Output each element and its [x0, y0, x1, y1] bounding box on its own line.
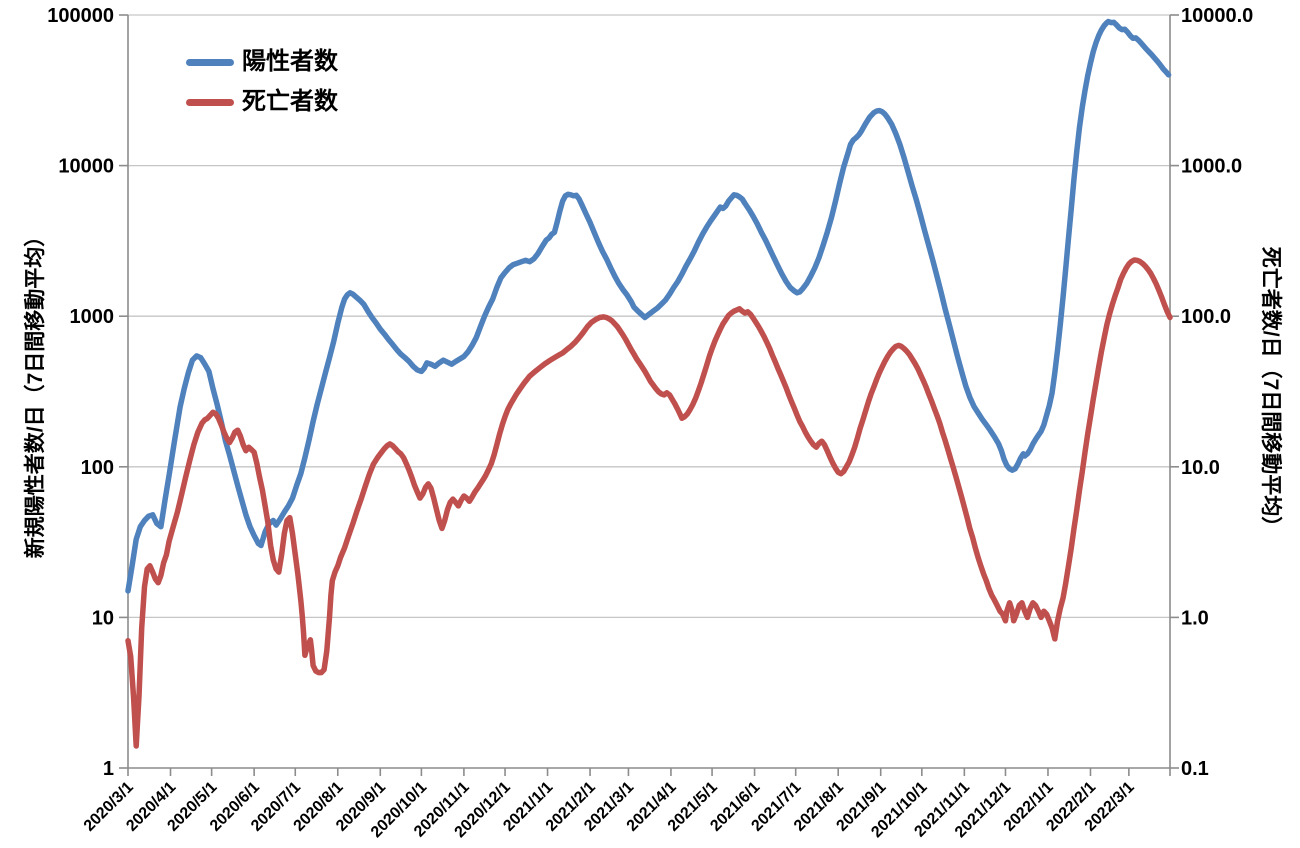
legend-label-cases: 陽性者数 [242, 48, 338, 75]
right-axis-tick-label: 1000.0 [1181, 156, 1242, 178]
left-axis-tick-label: 100 [81, 457, 114, 479]
right-axis-tick-label: 100.0 [1181, 306, 1231, 328]
left-axis-tick-label: 1000 [70, 306, 115, 328]
left-axis-tick-label: 100000 [47, 5, 114, 27]
right-axis-tick-label: 0.1 [1181, 758, 1209, 780]
left-axis-title: 新規陽性者数/日（7日間移動平均） [24, 225, 47, 559]
chart-legend: 陽性者数 死亡者数 [186, 48, 338, 116]
right-axis-tick-label: 10.0 [1181, 457, 1220, 479]
right-axis-tick-label: 10000.0 [1181, 5, 1253, 27]
left-axis-tick-label: 10000 [58, 156, 114, 178]
deaths-series-line [125, 257, 1173, 749]
right-axis-tick-label: 1.0 [1181, 607, 1209, 629]
legend-item-deaths: 死亡者数 [186, 88, 338, 116]
cases-series-line [125, 18, 1172, 594]
left-axis-tick-label: 10 [92, 607, 114, 629]
right-axis-title: 死亡者数/日（7日間移動平均） [1259, 246, 1282, 538]
legend-label-deaths: 死亡者数 [242, 88, 338, 115]
cases-line-swatch [186, 58, 234, 66]
left-axis-tick-label: 1 [103, 758, 114, 780]
legend-item-cases: 陽性者数 [186, 48, 338, 76]
deaths-line-swatch [186, 98, 234, 106]
